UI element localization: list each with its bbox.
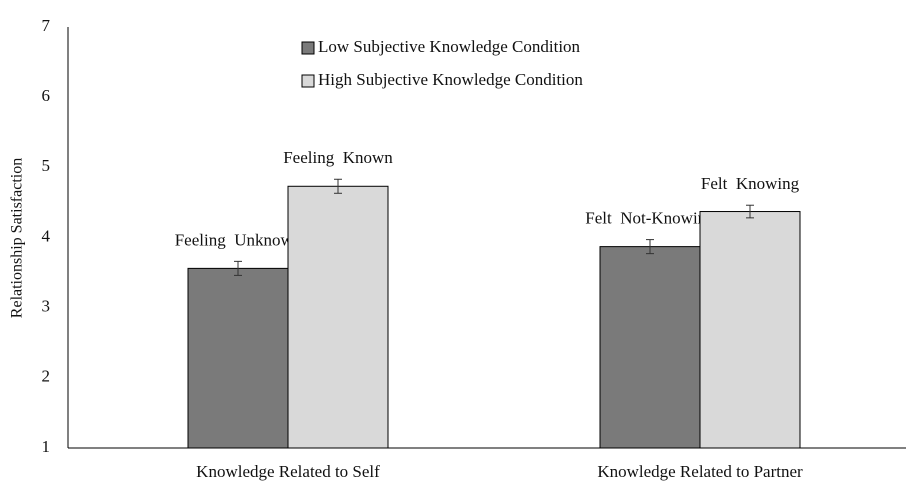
y-tick-label: 7 (42, 16, 51, 35)
bar (187, 267, 289, 449)
error-bar (334, 178, 342, 194)
x-tick-label: Knowledge Related to Self (196, 462, 380, 481)
y-tick-label: 4 (42, 226, 51, 245)
y-axis-label: Relationship Satisfaction (9, 158, 26, 318)
error-bar (746, 204, 754, 219)
y-tick-label: 1 (42, 437, 51, 456)
legend-label: Low Subjective Knowledge Condition (318, 37, 581, 56)
bar (699, 211, 801, 449)
legend-label: High Subjective Knowledge Condition (318, 70, 583, 89)
y-tick-label: 3 (42, 297, 51, 316)
bar-annotation: Feeling Known (283, 148, 393, 167)
bar-annotation: Felt Not-Knowing (585, 209, 715, 228)
bar (287, 185, 389, 449)
y-tick-label: 5 (42, 156, 51, 175)
y-tick-label: 6 (42, 86, 51, 105)
x-tick-label: Knowledge Related to Partner (597, 462, 803, 481)
bar (599, 246, 701, 449)
bar-annotation: Felt Knowing (701, 174, 800, 193)
bar-annotation: Feeling Unknown (175, 230, 302, 249)
error-bar (646, 239, 654, 255)
legend-swatch (301, 41, 315, 55)
error-bar (234, 260, 242, 276)
y-tick-label: 2 (42, 367, 51, 386)
legend-swatch (301, 74, 315, 88)
